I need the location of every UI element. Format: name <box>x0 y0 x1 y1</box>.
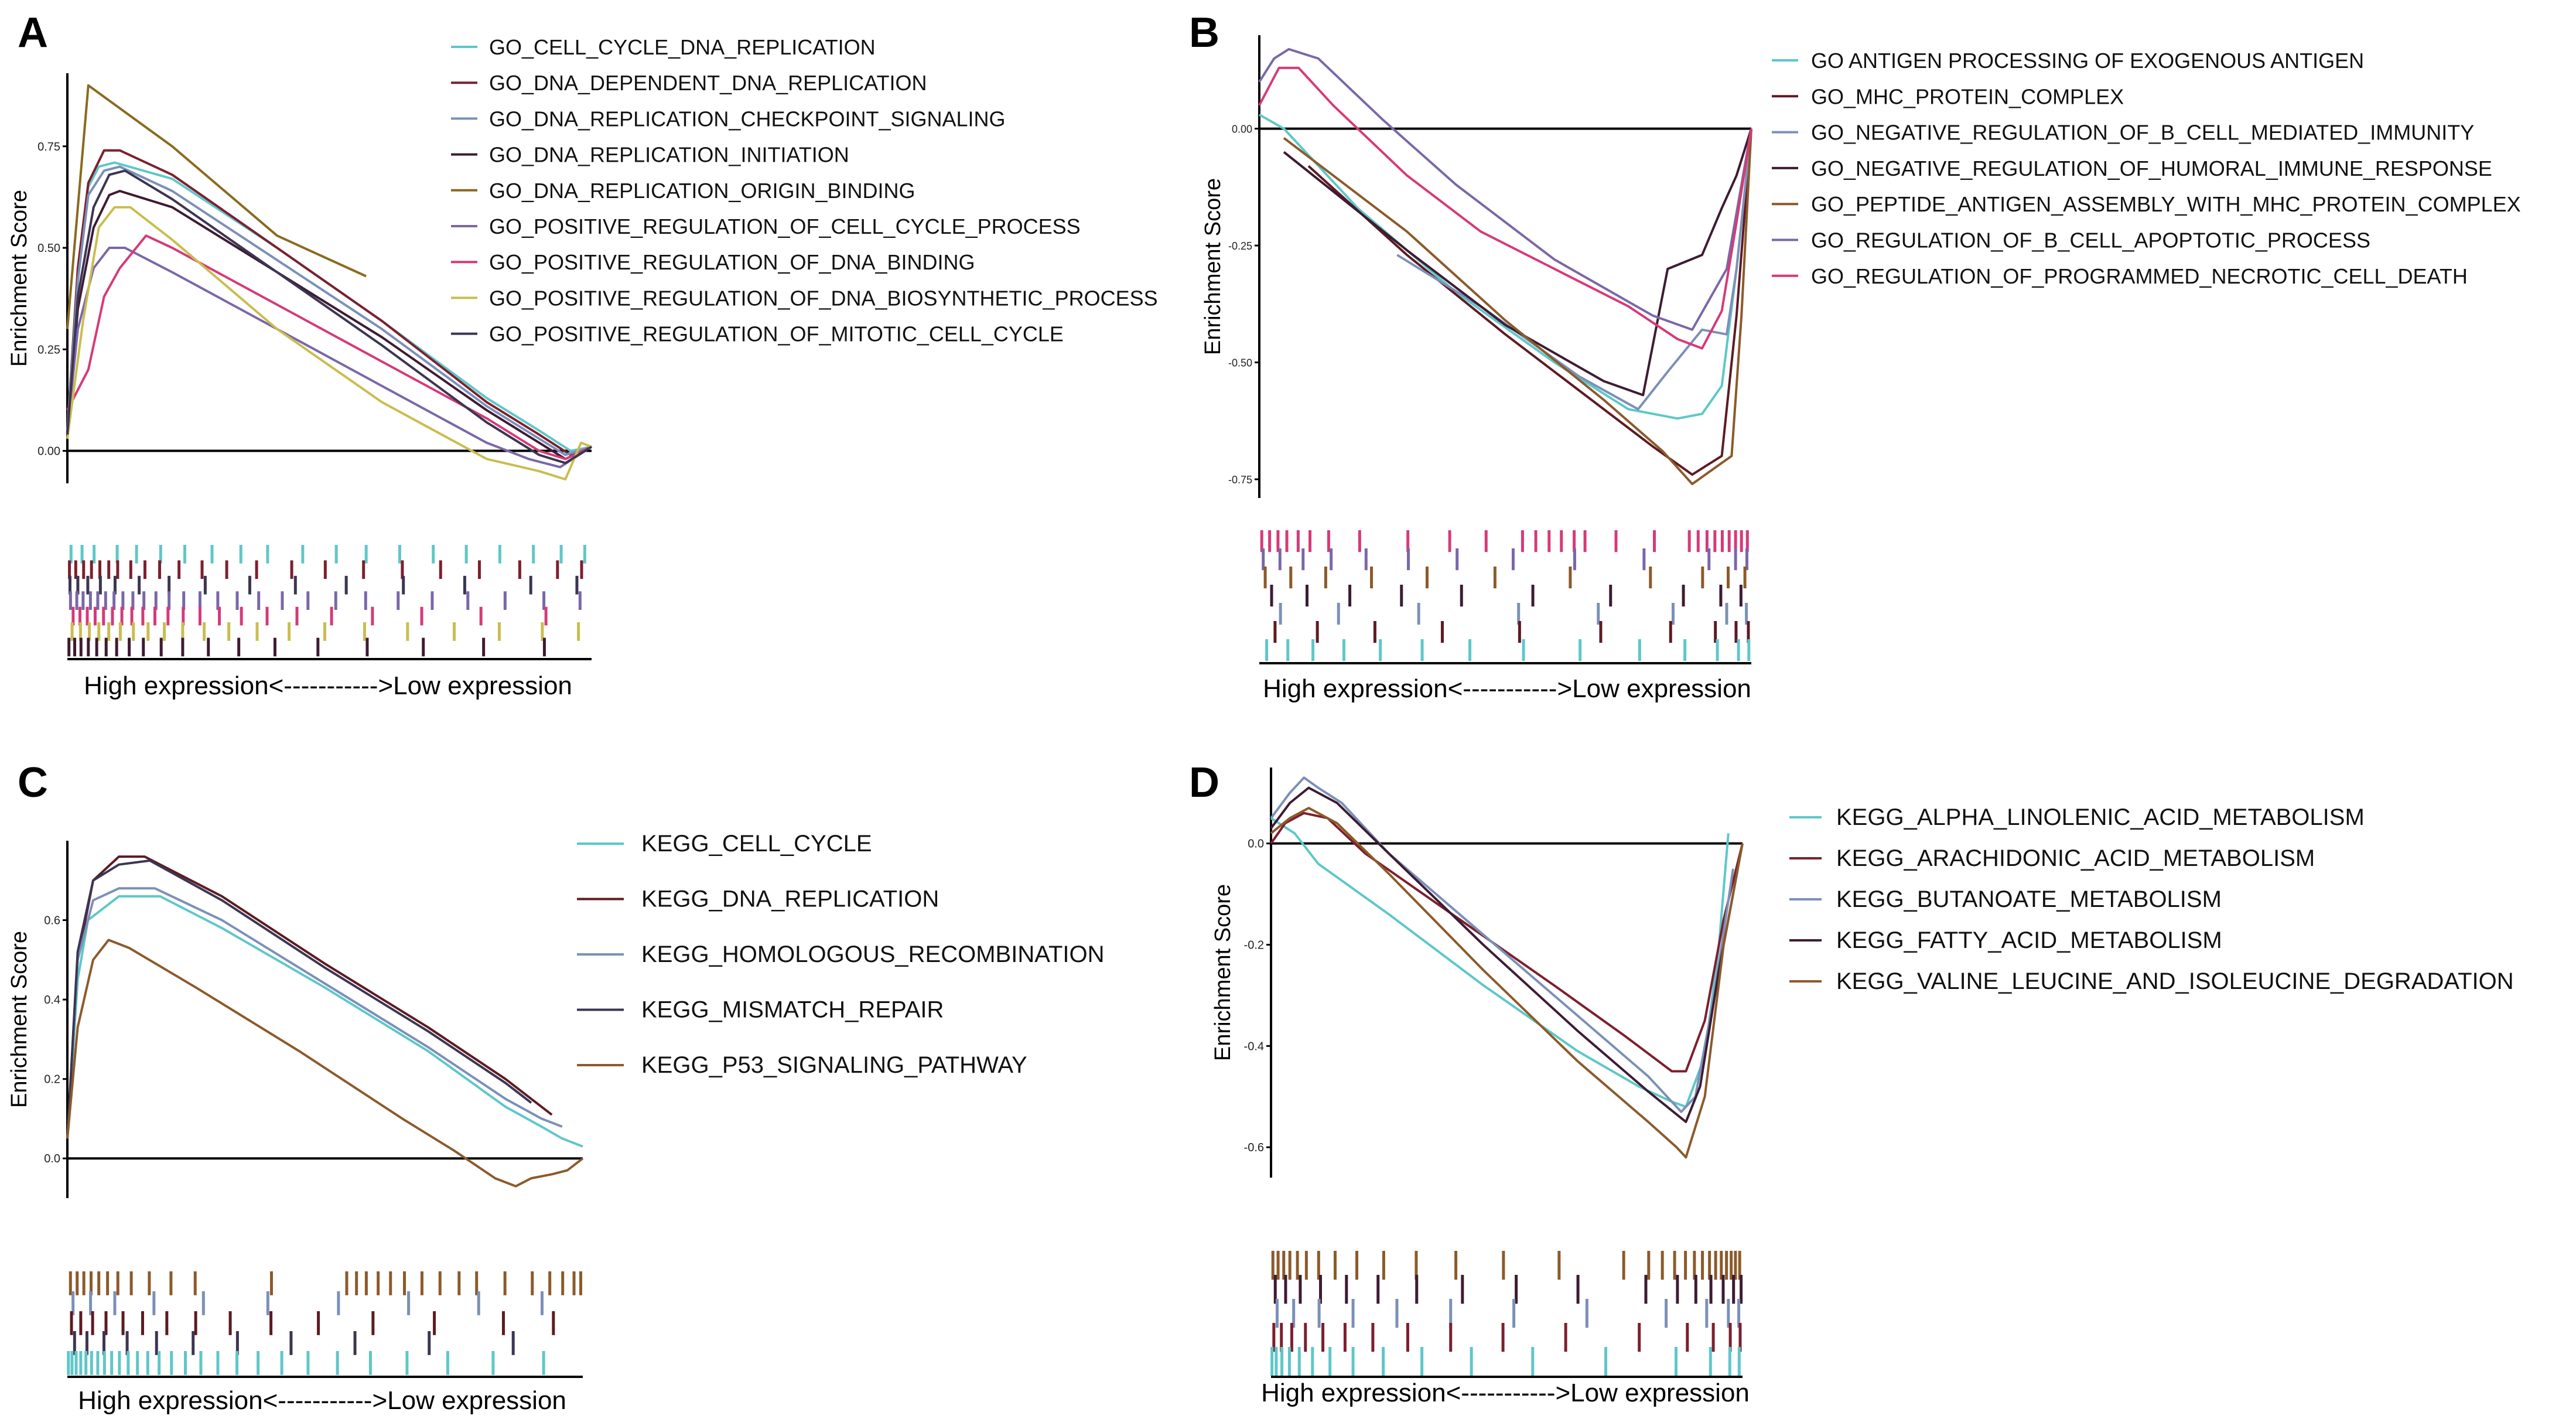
hit-tick-band <box>1270 1251 1743 1376</box>
legend-label: GO_DNA_REPLICATION_INITIATION <box>489 143 849 167</box>
y-tick-label: 0.00 <box>1232 124 1252 135</box>
legend-label: GO_CELL_CYCLE_DNA_REPLICATION <box>489 35 876 59</box>
legend-label: KEGG_ALPHA_LINOLENIC_ACID_METABOLISM <box>1836 804 2365 830</box>
legend-label: GO_REGULATION_OF_B_CELL_APOPTOTIC_PROCES… <box>1811 228 2370 253</box>
y-tick-label: 0.00 <box>37 445 60 458</box>
legend-label: GO_DNA_REPLICATION_CHECKPOINT_SIGNALING <box>489 107 1006 131</box>
legend: GO ANTIGEN PROCESSING OF EXOGENOUS ANTIG… <box>1772 49 2521 288</box>
panel-b: B 0.00 -0.25 -0.50 -0.75 Enrichment Score GO A… <box>1189 9 2521 703</box>
series-line-4 <box>1270 786 1739 1123</box>
series-line-5 <box>66 939 584 1188</box>
series-line-8 <box>66 206 592 481</box>
legend: GO_CELL_CYCLE_DNA_REPLICATION GO_DNA_DEPE… <box>451 35 1158 346</box>
legend-label: GO_DNA_DEPENDENT_DNA_REPLICATION <box>489 71 927 95</box>
legend-label: GO_POSITIVE_REGULATION_OF_CELL_CYCLE_PRO… <box>489 214 1081 238</box>
legend-label: KEGG_FATTY_ACID_METABOLISM <box>1836 927 2222 953</box>
series-line-3 <box>66 165 592 456</box>
legend-label: GO_REGULATION_OF_PROGRAMMED_NECROTIC_CEL… <box>1811 264 2468 288</box>
legend-label: KEGG_P53_SIGNALING_PATHWAY <box>641 1052 1027 1078</box>
y-tick-label: 0.2 <box>44 1073 60 1086</box>
series-line-2 <box>1270 811 1744 1073</box>
y-tick-label: -0.2 <box>1244 939 1264 951</box>
legend-label: GO_NEGATIVE_REGULATION_OF_B_CELL_MEDIATE… <box>1811 121 2474 145</box>
legend: KEGG_ALPHA_LINOLENIC_ACID_METABOLISM KEGG… <box>1789 804 2514 994</box>
y-tick-label: 0.25 <box>37 343 60 356</box>
y-tick-label: -0.4 <box>1244 1040 1264 1053</box>
y-axis-title: Enrichment Score <box>1201 178 1225 355</box>
x-axis-title: High expression<----------->Low expressi… <box>1261 1379 1750 1407</box>
series-line-3 <box>1396 128 1752 411</box>
series-line-2 <box>66 855 553 1139</box>
x-axis-title: High expression<----------->Low expressi… <box>78 1386 566 1415</box>
panel-label: D <box>1189 759 1219 806</box>
panel-d: D 0.0 -0.2 -0.4 -0.6 Enrichment Score KEGG_ALP… <box>1189 759 2514 1407</box>
legend-label: KEGG_ARACHIDONIC_ACID_METABOLISM <box>1836 845 2315 871</box>
series-line-5 <box>1283 128 1752 486</box>
series-line-7 <box>1258 66 1752 350</box>
legend-label: KEGG_MISMATCH_REPAIR <box>641 997 944 1023</box>
legend-label: KEGG_DNA_REPLICATION <box>641 886 939 912</box>
legend-label: GO_POSITIVE_REGULATION_OF_MITOTIC_CELL_C… <box>489 322 1064 346</box>
y-tick-label: 0.0 <box>1248 838 1264 851</box>
y-axis-title: Enrichment Score <box>7 931 32 1108</box>
series-line-3 <box>66 887 563 1139</box>
legend-label: GO_POSITIVE_REGULATION_OF_DNA_BIOSYNTHET… <box>489 286 1158 310</box>
y-tick-label: 0.6 <box>44 915 60 927</box>
panel-label: A <box>18 9 48 56</box>
y-axis-title: Enrichment Score <box>1211 884 1235 1061</box>
series-line-6 <box>1258 47 1752 331</box>
y-tick-label: 0.0 <box>44 1152 60 1165</box>
series-line-9 <box>66 169 593 465</box>
hit-tick-band <box>67 1271 582 1375</box>
series-line-1 <box>66 895 583 1148</box>
legend-label: GO_DNA_REPLICATION_ORIGIN_BINDING <box>489 179 915 203</box>
series-line-4 <box>1283 128 1752 397</box>
series-line-5 <box>1270 807 1744 1159</box>
y-tick-label: -0.25 <box>1228 240 1252 252</box>
y-tick-label: 0.4 <box>44 994 60 1007</box>
legend-label: KEGG_VALINE_LEUCINE_AND_ISOLEUCINE_DEGRA… <box>1836 968 2514 994</box>
y-tick-label: 0.50 <box>37 242 60 255</box>
legend: KEGG_CELL_CYCLE KEGG_DNA_REPLICATION KEGG_… <box>577 831 1105 1078</box>
series-line-7 <box>66 234 592 461</box>
legend-label: GO ANTIGEN PROCESSING OF EXOGENOUS ANTIG… <box>1811 49 2364 73</box>
legend-label: GO_POSITIVE_REGULATION_OF_DNA_BINDING <box>489 250 975 274</box>
series-line-4 <box>66 190 592 461</box>
series-line-5 <box>66 84 367 329</box>
y-tick-label: -0.50 <box>1228 357 1252 369</box>
panel-label: B <box>1189 9 1219 56</box>
legend-label: KEGG_HOMOLOGOUS_RECOMBINATION <box>641 942 1105 967</box>
y-tick-label: -0.6 <box>1244 1141 1264 1154</box>
legend-label: GO_MHC_PROTEIN_COMPLEX <box>1811 84 2124 108</box>
legend-label: GO_PEPTIDE_ANTIGEN_ASSEMBLY_WITH_MHC_PRO… <box>1811 192 2521 216</box>
hit-tick-band <box>67 545 586 657</box>
legend-label: KEGG_BUTANOATE_METABOLISM <box>1836 886 2222 912</box>
series-line-2 <box>1307 128 1752 476</box>
panel-c: C 0.0 0.2 0.4 0.6 Enrichment Score KEGG_CELL_C… <box>7 759 1105 1415</box>
y-tick-label: -0.75 <box>1228 474 1252 486</box>
legend-label: GO_NEGATIVE_REGULATION_OF_HUMORAL_IMMUNE… <box>1811 156 2492 180</box>
hit-tick-band <box>1260 530 1751 661</box>
series-line-1 <box>1259 113 1752 420</box>
series-line-2 <box>66 149 592 456</box>
y-axis-title: Enrichment Score <box>7 190 32 367</box>
panel-a: A 0.00 0.25 0.50 0.75 Enrichment Score GO_CELL… <box>7 9 1158 700</box>
y-tick-label: 0.75 <box>37 141 60 154</box>
x-axis-title: High expression<----------->Low expressi… <box>84 671 572 700</box>
x-axis-title: High expression<----------->Low expressi… <box>1263 674 1751 703</box>
panel-label: C <box>18 759 48 806</box>
series-line-4 <box>66 859 532 1139</box>
legend-label: KEGG_CELL_CYCLE <box>641 831 872 857</box>
